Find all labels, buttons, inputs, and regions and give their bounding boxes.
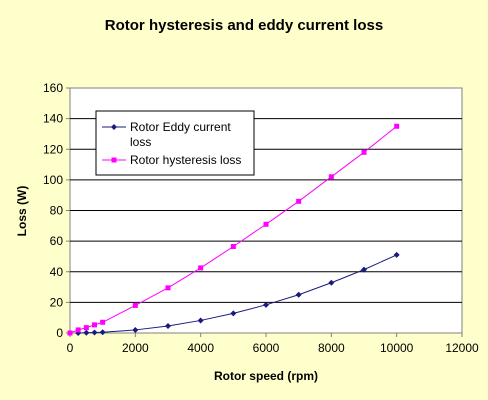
- data-point: [296, 198, 302, 204]
- data-point: [263, 221, 269, 227]
- y-tick-label: 120: [43, 142, 63, 156]
- data-point: [165, 322, 171, 329]
- legend-swatch-marker: [111, 124, 117, 130]
- data-point: [132, 326, 139, 333]
- y-tick-label: 100: [43, 173, 63, 187]
- series-layer: [67, 123, 400, 336]
- data-point: [328, 174, 334, 180]
- x-tick-label: 12000: [445, 341, 479, 355]
- data-point: [165, 285, 171, 291]
- y-tick-label: 160: [43, 81, 63, 95]
- data-point: [83, 329, 90, 336]
- y-tick-label: 40: [50, 265, 64, 279]
- y-tick-label: 20: [50, 295, 64, 309]
- legend-swatch-marker: [111, 157, 117, 163]
- y-axis-label: Loss (W): [15, 186, 29, 237]
- x-tick-label: 0: [67, 341, 74, 355]
- y-tick-label: 80: [50, 204, 64, 218]
- data-point: [75, 327, 81, 333]
- legend-box: [95, 110, 255, 176]
- data-point: [83, 325, 89, 331]
- data-point: [230, 310, 237, 317]
- y-axis-ticks: 0 20 40 60 80 100 120 140 160: [43, 81, 70, 340]
- data-point: [328, 279, 335, 286]
- legend-entry-label: Rotor hysteresis loss: [130, 153, 241, 167]
- legend-entry-label: Rotor Eddy current: [130, 120, 231, 134]
- data-point: [132, 302, 138, 308]
- data-point: [99, 329, 106, 336]
- data-point: [197, 317, 204, 324]
- x-axis-label: Rotor speed (rpm): [214, 369, 318, 383]
- x-tick-label: 2000: [122, 341, 149, 355]
- chart-title: Rotor hysteresis and eddy current loss: [105, 17, 383, 34]
- grid-lines: [70, 118, 462, 303]
- data-point: [393, 251, 400, 258]
- x-tick-label: 10000: [380, 341, 414, 355]
- data-point: [67, 330, 73, 336]
- data-point: [263, 301, 269, 308]
- x-tick-label: 6000: [253, 341, 280, 355]
- series-hysteresis: [67, 123, 400, 336]
- data-point: [92, 322, 97, 328]
- y-tick-label: 0: [56, 326, 63, 340]
- legend-entry-label: loss: [130, 135, 151, 149]
- data-point: [394, 123, 400, 129]
- data-point: [361, 266, 367, 273]
- x-axis-ticks: 0 2000 4000 6000 8000 10000 12000: [67, 333, 479, 355]
- data-point: [91, 329, 98, 336]
- data-point: [230, 243, 236, 249]
- data-point: [361, 149, 367, 155]
- x-tick-label: 8000: [318, 341, 345, 355]
- x-tick-label: 4000: [187, 341, 214, 355]
- y-tick-label: 140: [43, 112, 63, 126]
- data-point: [295, 291, 302, 298]
- y-tick-label: 60: [50, 234, 64, 248]
- data-point: [100, 319, 106, 325]
- data-point: [198, 265, 204, 271]
